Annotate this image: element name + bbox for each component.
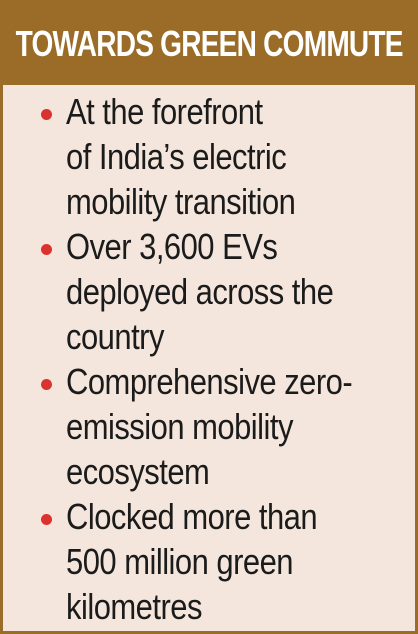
bullet-list: At the forefront of India’s electric mob… [3,89,415,629]
bullet-line: kilometres [66,586,202,627]
bullet-item: At the forefront of India’s electric mob… [3,89,415,224]
bullet-dot-icon [41,244,52,255]
bullet-item: Clocked more than 500 million green kilo… [3,494,415,629]
bullet-line: Comprehensive zero- [66,361,353,402]
bullet-line: country [66,316,164,357]
bullet-line: mobility transition [66,181,296,222]
bullet-dot-icon [41,514,52,525]
card-title: TOWARDS GREEN COMMUTE [15,23,403,64]
bullet-line: Clocked more than [66,496,318,537]
bullet-line: At the forefront [66,91,263,132]
bullet-line: emission mobility [66,406,293,447]
bullet-dot-icon [41,109,52,120]
bullet-line: Over 3,600 EVs [66,226,278,267]
bullet-line: ecosystem [66,451,210,492]
bullet-line: deployed across the [66,271,334,312]
card-header: TOWARDS GREEN COMMUTE [3,3,415,85]
bullet-line: of India’s electric [66,136,287,177]
bullet-line: 500 million green [66,541,294,582]
bullet-item: Comprehensive zero- emission mobility ec… [3,359,415,494]
bullet-dot-icon [41,379,52,390]
bullet-item: Over 3,600 EVs deployed across the count… [3,224,415,359]
